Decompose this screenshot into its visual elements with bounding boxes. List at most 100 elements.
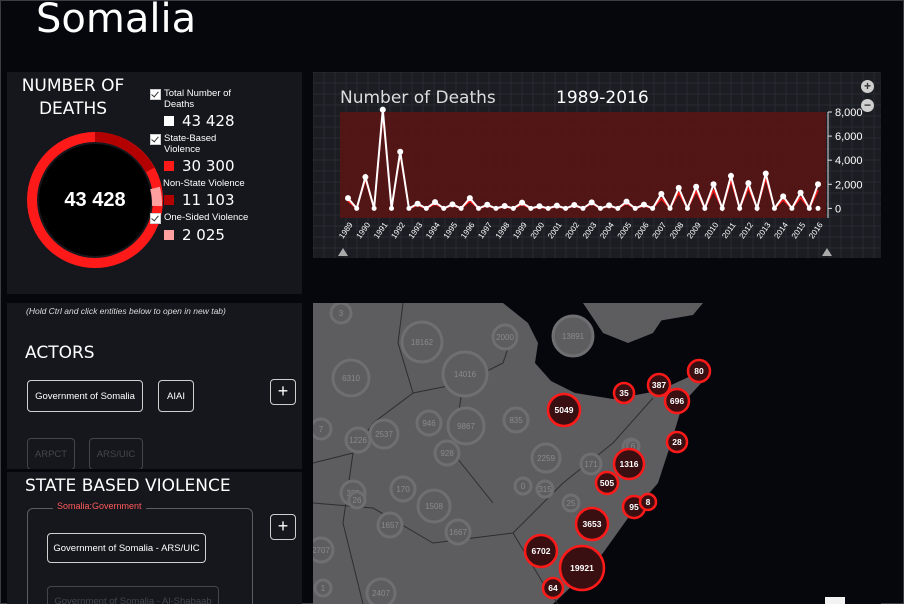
map-cluster-faded[interactable]: [561, 493, 581, 513]
map-cluster-faded[interactable]: [530, 442, 562, 474]
actor-chip[interactable]: ARPCT: [27, 438, 75, 469]
add-actor-button[interactable]: +: [270, 379, 296, 405]
map-cluster-faded[interactable]: [389, 475, 417, 503]
data-point[interactable]: [719, 205, 725, 211]
data-point[interactable]: [815, 181, 821, 188]
data-point[interactable]: [466, 195, 473, 202]
map-cluster-faded[interactable]: [347, 490, 367, 510]
data-point[interactable]: [615, 205, 621, 211]
data-point[interactable]: [563, 205, 569, 211]
map-cluster-faded[interactable]: [491, 323, 519, 351]
data-point[interactable]: [571, 202, 578, 209]
data-point[interactable]: [432, 199, 439, 206]
map-cluster-faded[interactable]: [502, 406, 530, 434]
checkbox-icon[interactable]: [150, 134, 161, 145]
map-cluster-faded[interactable]: [313, 578, 333, 598]
data-point[interactable]: [684, 205, 690, 211]
data-point[interactable]: [702, 205, 708, 211]
checkbox-icon[interactable]: [150, 213, 161, 224]
data-point[interactable]: [789, 205, 795, 211]
actor-chip[interactable]: AIAI: [158, 380, 194, 412]
range-handle-right[interactable]: [822, 248, 832, 256]
data-point[interactable]: [379, 106, 386, 113]
map-cluster-faded[interactable]: [446, 406, 486, 446]
map-cluster-faded[interactable]: [400, 320, 444, 364]
map-cluster-faded[interactable]: [441, 350, 489, 398]
actor-chip[interactable]: ARS/UIC: [89, 438, 143, 469]
map-cluster[interactable]: [663, 387, 691, 415]
range-handle-left[interactable]: [338, 248, 348, 256]
data-point[interactable]: [519, 199, 526, 206]
data-point[interactable]: [710, 181, 717, 188]
data-point[interactable]: [580, 205, 586, 211]
map-cluster-faded[interactable]: [415, 409, 443, 437]
data-point[interactable]: [658, 190, 665, 197]
data-point[interactable]: [797, 189, 804, 196]
data-point[interactable]: [675, 184, 682, 191]
data-point[interactable]: [389, 205, 395, 211]
data-point[interactable]: [449, 201, 456, 208]
data-point[interactable]: [545, 205, 551, 211]
data-point[interactable]: [345, 195, 351, 202]
map-cluster[interactable]: [574, 506, 610, 542]
dyad-chip[interactable]: Government of Somalia - Al-Shabaab: [47, 586, 219, 604]
data-point[interactable]: [623, 198, 630, 205]
data-point[interactable]: [493, 205, 499, 211]
data-point[interactable]: [693, 183, 700, 190]
map-cluster-faded[interactable]: [368, 418, 400, 450]
data-point[interactable]: [650, 205, 656, 211]
zoom-in-button[interactable]: +: [861, 80, 874, 93]
data-point[interactable]: [815, 205, 821, 211]
map-cluster-faded[interactable]: [329, 303, 353, 325]
map-cluster-faded[interactable]: [433, 439, 461, 467]
checkbox-icon[interactable]: [150, 89, 161, 100]
data-point[interactable]: [354, 205, 360, 211]
data-point[interactable]: [588, 199, 595, 206]
legend-state-label[interactable]: State-Based Violence: [150, 133, 302, 155]
data-point[interactable]: [806, 205, 812, 211]
map-cluster-faded[interactable]: [376, 511, 404, 539]
data-point[interactable]: [606, 202, 613, 209]
legend-nonstate-label[interactable]: Non-State Violence: [163, 178, 245, 189]
map-cluster[interactable]: [646, 372, 672, 398]
conflict-map[interactable]: 3 18162 2000 13891 6310 14016 7 1226 2537 946 9867…: [313, 303, 881, 604]
map-cluster-faded[interactable]: [535, 479, 555, 499]
data-point[interactable]: [632, 205, 638, 211]
data-point[interactable]: [414, 200, 421, 207]
data-point[interactable]: [553, 202, 560, 209]
map-cluster[interactable]: [612, 447, 646, 481]
data-point[interactable]: [441, 205, 447, 211]
map-cluster-faded[interactable]: [313, 417, 333, 441]
map-cluster[interactable]: [523, 533, 559, 569]
data-point[interactable]: [510, 205, 516, 211]
data-point[interactable]: [458, 205, 464, 211]
data-point[interactable]: [371, 205, 377, 211]
data-point[interactable]: [762, 170, 769, 177]
map-cluster[interactable]: [541, 576, 565, 600]
data-point[interactable]: [406, 205, 412, 211]
data-point[interactable]: [737, 205, 743, 211]
map-cluster[interactable]: [686, 358, 712, 384]
data-point[interactable]: [745, 180, 752, 187]
data-point[interactable]: [597, 205, 603, 211]
zoom-out-button[interactable]: −: [861, 99, 874, 112]
map-cluster[interactable]: [638, 492, 658, 512]
data-point[interactable]: [528, 205, 534, 211]
map-cluster[interactable]: [594, 470, 620, 496]
data-point[interactable]: [476, 205, 482, 211]
map-cluster[interactable]: [612, 381, 636, 405]
map-cluster-faded[interactable]: [313, 536, 335, 564]
dyad-chip[interactable]: Government of Somalia - ARS/UIC: [47, 533, 206, 563]
add-dyad-button[interactable]: +: [270, 514, 296, 540]
data-point[interactable]: [362, 174, 369, 181]
data-point[interactable]: [640, 201, 647, 208]
data-point[interactable]: [484, 201, 491, 208]
map-cluster[interactable]: [665, 430, 689, 454]
data-point[interactable]: [423, 205, 429, 211]
data-point[interactable]: [780, 193, 787, 200]
data-point[interactable]: [397, 148, 404, 155]
data-point[interactable]: [536, 203, 543, 210]
map-cluster-faded[interactable]: [579, 452, 603, 476]
map-cluster-faded[interactable]: [513, 476, 533, 496]
